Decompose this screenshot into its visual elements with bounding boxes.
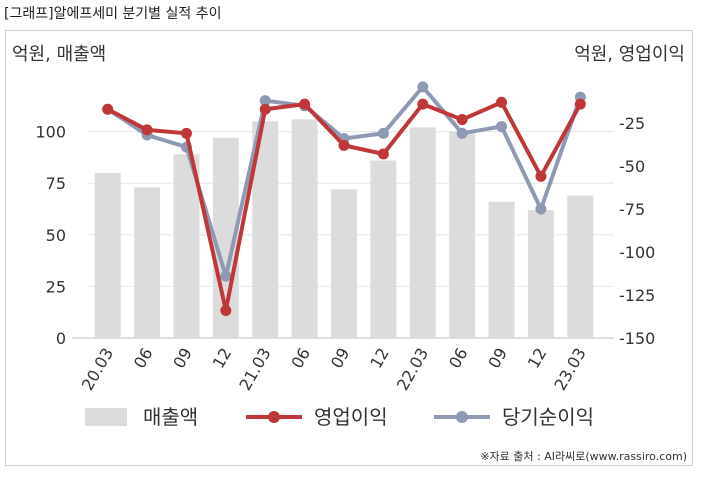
point-net-income (496, 120, 508, 132)
legend-marker-net-income (456, 411, 468, 423)
point-op-income (456, 114, 468, 126)
bar-revenue (449, 131, 476, 338)
point-op-income (574, 98, 586, 110)
point-op-income (377, 148, 389, 160)
point-net-income (417, 81, 429, 93)
legend-label-op-income: 영업이익 (314, 405, 388, 429)
left-axis-label: 억원, 매출액 (12, 44, 106, 65)
point-op-income (496, 96, 508, 108)
legend-label-revenue: 매출액 (143, 405, 198, 429)
left-tick-label: 25 (46, 277, 66, 296)
point-op-income (220, 304, 232, 316)
right-tick-label: -50 (619, 157, 645, 176)
point-net-income (377, 127, 389, 139)
category-label: 20.03 (78, 345, 117, 394)
point-op-income (299, 98, 311, 110)
bar-revenue (331, 189, 357, 338)
legend-label-net-income: 당기순이익 (502, 405, 594, 429)
point-net-income (456, 127, 468, 139)
bar-revenue (409, 127, 436, 338)
left-tick-label: 75 (46, 174, 66, 193)
right-tick-label: -125 (619, 286, 655, 305)
category-label: 22.03 (393, 345, 432, 394)
category-label: 23.03 (550, 345, 589, 394)
right-tick-label: -100 (619, 243, 655, 262)
category-label: 12 (366, 345, 393, 372)
page-title: [그래프]알에프세미 분기별 실적 추이 (4, 6, 222, 22)
right-tick-label: -75 (619, 200, 645, 219)
category-label: 06 (445, 345, 472, 372)
point-net-income (220, 270, 232, 282)
point-op-income (417, 98, 429, 110)
left-tick-label: 0 (56, 329, 66, 348)
right-tick-label: -25 (619, 114, 645, 133)
source-note: ※자료 출처 : AI라씨로(www.rassiro.com) (480, 450, 687, 463)
left-tick-label: 50 (46, 226, 66, 245)
point-op-income (338, 139, 350, 151)
legend-marker-op-income (268, 411, 280, 423)
left-tick-label: 100 (35, 123, 66, 142)
point-op-income (180, 127, 192, 139)
bar-revenue (94, 172, 121, 338)
bar-revenue (370, 160, 397, 338)
right-axis-label: 억원, 영업이익 (574, 44, 685, 65)
category-label: 21.03 (235, 345, 274, 394)
bar-revenue (291, 119, 318, 338)
legend-swatch-revenue (85, 408, 127, 426)
category-label: 12 (524, 345, 551, 372)
category-label: 09 (169, 345, 196, 372)
bar-revenue (173, 154, 200, 338)
category-label: 09 (484, 345, 511, 372)
point-net-income (259, 95, 271, 107)
point-op-income (102, 103, 114, 115)
point-net-income (535, 203, 547, 215)
category-label: 09 (327, 345, 354, 372)
bar-revenue (488, 201, 515, 338)
point-op-income (535, 170, 547, 182)
point-op-income (141, 124, 153, 136)
point-op-income (259, 103, 271, 115)
category-label: 06 (130, 345, 157, 372)
right-tick-label: -150 (619, 329, 655, 348)
category-label: 12 (209, 345, 236, 372)
bar-revenue (134, 187, 161, 338)
chart-frame (5, 30, 693, 466)
bar-revenue (527, 210, 554, 338)
category-label: 06 (287, 345, 314, 372)
bar-revenue (567, 195, 594, 338)
